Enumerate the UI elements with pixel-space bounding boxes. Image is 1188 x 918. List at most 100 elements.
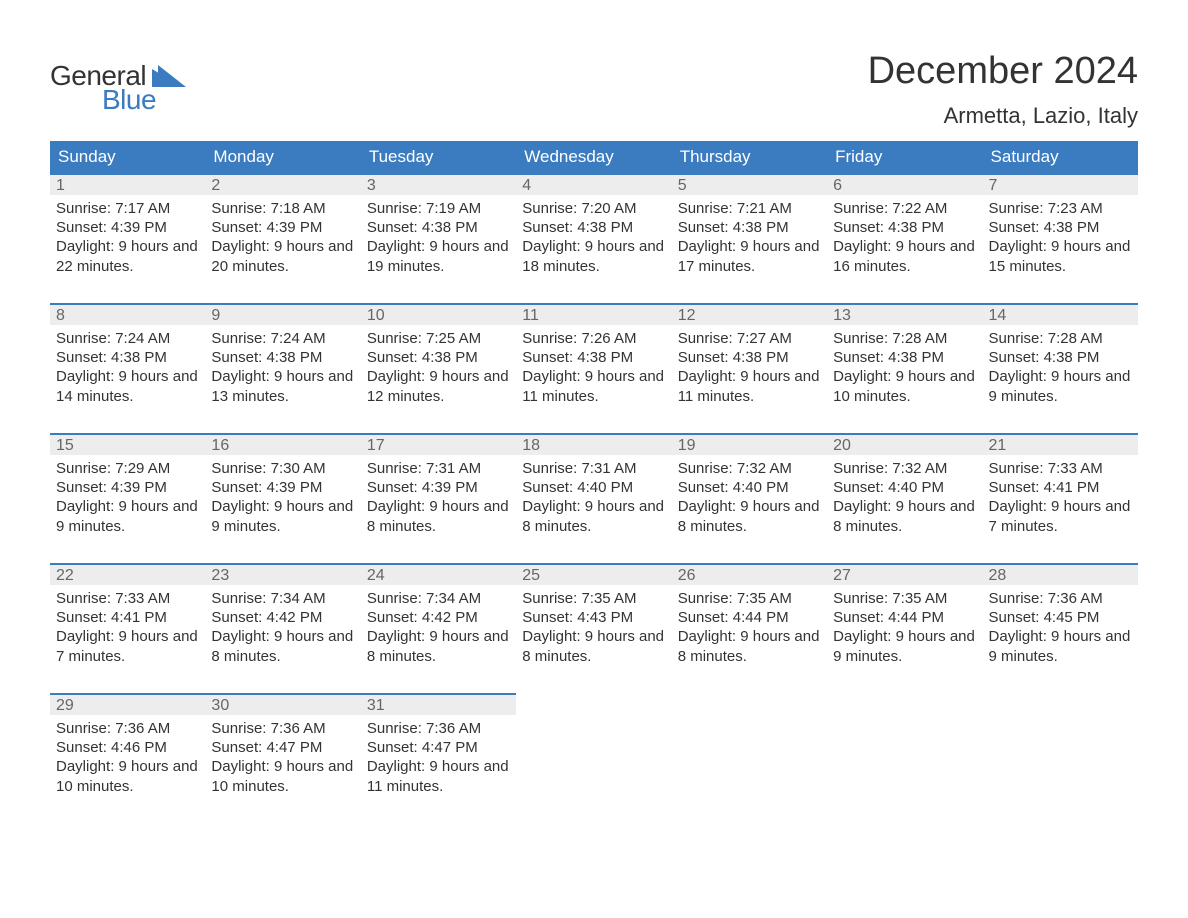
sunrise-line: Sunrise: 7:24 AM [56,329,199,348]
sunrise-line: Sunrise: 7:21 AM [678,199,821,218]
daylight-line: Daylight: 9 hours and 14 minutes. [56,367,199,405]
day-number: 16 [205,433,360,455]
week-row: 22Sunrise: 7:33 AMSunset: 4:41 PMDayligh… [50,563,1138,671]
calendar-cell: 22Sunrise: 7:33 AMSunset: 4:41 PMDayligh… [50,563,205,671]
sunrise-line: Sunrise: 7:34 AM [211,589,354,608]
daylight-line: Daylight: 9 hours and 9 minutes. [989,627,1132,665]
week-spacer [50,281,1138,303]
sunrise-line: Sunrise: 7:36 AM [211,719,354,738]
day-number: 29 [50,693,205,715]
sunset-line: Sunset: 4:45 PM [989,608,1132,627]
sunrise-line: Sunrise: 7:24 AM [211,329,354,348]
day-number: 14 [983,303,1138,325]
daylight-line: Daylight: 9 hours and 7 minutes. [989,497,1132,535]
calendar-cell: 17Sunrise: 7:31 AMSunset: 4:39 PMDayligh… [361,433,516,541]
sunset-line: Sunset: 4:42 PM [367,608,510,627]
calendar-cell: 25 Sunrise: 7:35 AMSunset: 4:43 PMDayligh… [516,563,671,671]
sunset-line: Sunset: 4:40 PM [678,478,821,497]
weekday-header: Wednesday [516,141,671,173]
flag-icon [152,65,186,92]
day-details: Sunrise: 7:29 AMSunset: 4:39 PMDaylight:… [50,455,205,541]
sunset-line: Sunset: 4:38 PM [678,348,821,367]
calendar-cell: 1Sunrise: 7:17 AMSunset: 4:39 PMDaylight… [50,173,205,281]
sunset-line: Sunset: 4:43 PM [522,608,665,627]
daylight-line: Daylight: 9 hours and 10 minutes. [56,757,199,795]
sunrise-line: Sunrise: 7:31 AM [522,459,665,478]
calendar-cell [827,693,982,801]
sunrise-line: Sunrise: 7:28 AM [989,329,1132,348]
day-details: Sunrise: 7:19 AMSunset: 4:38 PMDaylight:… [361,195,516,281]
day-details: Sunrise: 7:36 AMSunset: 4:46 PMDaylight:… [50,715,205,801]
week-spacer [50,671,1138,693]
week-spacer [50,541,1138,563]
day-number: 8 [50,303,205,325]
sunrise-line: Sunrise: 7:28 AM [833,329,976,348]
sunrise-line: Sunrise: 7:35 AM [522,589,665,608]
daylight-line: Daylight: 9 hours and 8 minutes. [678,497,821,535]
day-number: 3 [361,173,516,195]
sunset-line: Sunset: 4:39 PM [367,478,510,497]
calendar-cell: 13Sunrise: 7:28 AMSunset: 4:38 PMDayligh… [827,303,982,411]
calendar-cell: 20Sunrise: 7:32 AMSunset: 4:40 PMDayligh… [827,433,982,541]
day-number: 20 [827,433,982,455]
location-subtitle: Armetta, Lazio, Italy [868,103,1138,129]
day-details: Sunrise: 7:24 AMSunset: 4:38 PMDaylight:… [205,325,360,411]
daylight-line: Daylight: 9 hours and 9 minutes. [833,627,976,665]
daylight-line: Daylight: 9 hours and 8 minutes. [211,627,354,665]
weekday-header: Friday [827,141,982,173]
day-details: Sunrise: 7:27 AMSunset: 4:38 PMDaylight:… [672,325,827,411]
calendar-cell: 21Sunrise: 7:33 AMSunset: 4:41 PMDayligh… [983,433,1138,541]
daylight-line: Daylight: 9 hours and 8 minutes. [367,627,510,665]
sunrise-line: Sunrise: 7:23 AM [989,199,1132,218]
daylight-line: Daylight: 9 hours and 22 minutes. [56,237,199,275]
sunrise-line: Sunrise: 7:27 AM [678,329,821,348]
calendar-cell: 8 Sunrise: 7:24 AMSunset: 4:38 PMDaylight… [50,303,205,411]
daylight-line: Daylight: 9 hours and 7 minutes. [56,627,199,665]
week-spacer [50,411,1138,433]
daylight-line: Daylight: 9 hours and 8 minutes. [522,627,665,665]
calendar-cell: 10Sunrise: 7:25 AMSunset: 4:38 PMDayligh… [361,303,516,411]
sunset-line: Sunset: 4:38 PM [833,218,976,237]
day-number: 25 [516,563,671,585]
daylight-line: Daylight: 9 hours and 8 minutes. [678,627,821,665]
sunset-line: Sunset: 4:39 PM [56,218,199,237]
day-details: Sunrise: 7:17 AMSunset: 4:39 PMDaylight:… [50,195,205,281]
calendar-cell: 6Sunrise: 7:22 AMSunset: 4:38 PMDaylight… [827,173,982,281]
calendar-cell: 18Sunrise: 7:31 AMSunset: 4:40 PMDayligh… [516,433,671,541]
day-details: Sunrise: 7:18 AMSunset: 4:39 PMDaylight:… [205,195,360,281]
day-details: Sunrise: 7:31 AMSunset: 4:39 PMDaylight:… [361,455,516,541]
brand-logo: General Blue [50,60,186,116]
day-details: Sunrise: 7:28 AMSunset: 4:38 PMDaylight:… [983,325,1138,411]
calendar-cell: 24Sunrise: 7:34 AMSunset: 4:42 PMDayligh… [361,563,516,671]
sunrise-line: Sunrise: 7:25 AM [367,329,510,348]
day-details: Sunrise: 7:26 AMSunset: 4:38 PMDaylight:… [516,325,671,411]
daylight-line: Daylight: 9 hours and 13 minutes. [211,367,354,405]
sunrise-line: Sunrise: 7:33 AM [56,589,199,608]
sunset-line: Sunset: 4:38 PM [56,348,199,367]
daylight-line: Daylight: 9 hours and 8 minutes. [522,497,665,535]
sunset-line: Sunset: 4:40 PM [833,478,976,497]
daylight-line: Daylight: 9 hours and 10 minutes. [833,367,976,405]
day-number: 6 [827,173,982,195]
daylight-line: Daylight: 9 hours and 11 minutes. [678,367,821,405]
sunset-line: Sunset: 4:46 PM [56,738,199,757]
weekday-header: Sunday [50,141,205,173]
day-details: Sunrise: 7:36 AMSunset: 4:47 PMDaylight:… [361,715,516,801]
sunrise-line: Sunrise: 7:29 AM [56,459,199,478]
day-number: 27 [827,563,982,585]
sunrise-line: Sunrise: 7:32 AM [678,459,821,478]
calendar-cell: 11Sunrise: 7:26 AMSunset: 4:38 PMDayligh… [516,303,671,411]
sunset-line: Sunset: 4:41 PM [56,608,199,627]
day-number: 12 [672,303,827,325]
calendar-cell: 30Sunrise: 7:36 AMSunset: 4:47 PMDayligh… [205,693,360,801]
sunrise-line: Sunrise: 7:35 AM [678,589,821,608]
sunrise-line: Sunrise: 7:36 AM [989,589,1132,608]
daylight-line: Daylight: 9 hours and 11 minutes. [522,367,665,405]
day-details: Sunrise: 7:36 AMSunset: 4:45 PMDaylight:… [983,585,1138,671]
daylight-line: Daylight: 9 hours and 20 minutes. [211,237,354,275]
day-details: Sunrise: 7:30 AMSunset: 4:39 PMDaylight:… [205,455,360,541]
sunset-line: Sunset: 4:38 PM [211,348,354,367]
day-number: 5 [672,173,827,195]
daylight-line: Daylight: 9 hours and 11 minutes. [367,757,510,795]
calendar-cell: 16Sunrise: 7:30 AMSunset: 4:39 PMDayligh… [205,433,360,541]
